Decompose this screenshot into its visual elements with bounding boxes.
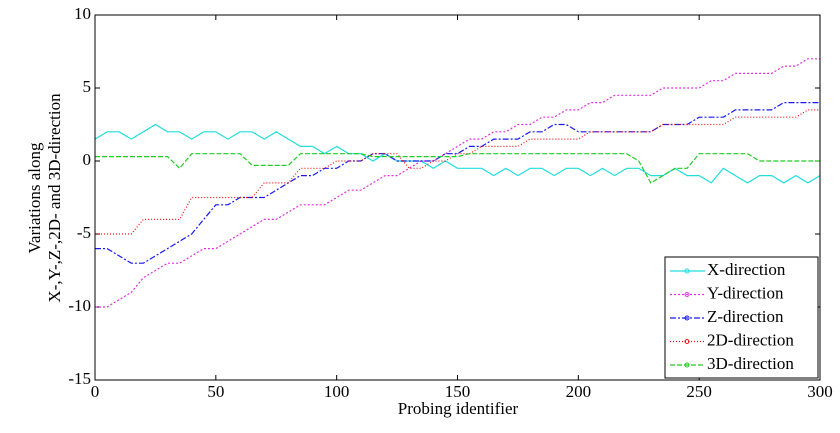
x-tick-label: 100	[324, 382, 350, 401]
y-tick-label: -15	[68, 369, 91, 388]
legend-marker	[684, 339, 690, 344]
y-tick-label: -10	[68, 296, 91, 315]
legend-marker	[684, 268, 690, 274]
series-line	[94, 123, 821, 184]
x-tick-label: 50	[207, 382, 224, 401]
x-tick-label: 200	[566, 382, 592, 401]
y-tick-label: 10	[74, 4, 91, 23]
legend-marker	[684, 315, 690, 321]
legend-marker	[684, 292, 690, 297]
legend-marker	[684, 362, 690, 368]
y-tick-label: 0	[83, 150, 92, 169]
y-tick-label: -5	[77, 223, 91, 242]
plot-frame	[94, 14, 821, 381]
series-line	[95, 153, 820, 184]
legend-label: X-direction	[707, 260, 786, 279]
legend-label: 3D-direction	[707, 354, 794, 373]
x-axis-label: Probing identifier	[398, 399, 519, 418]
series-line	[95, 102, 820, 264]
y-axis-label: X-,Y-,Z-,2D- and 3D-direction	[45, 93, 64, 303]
legend-label: Z-direction	[707, 307, 784, 326]
x-tick-label: 150	[445, 382, 471, 401]
x-tick-label: 300	[807, 382, 833, 401]
x-tick-label: 0	[91, 382, 100, 401]
y-tick-label: 5	[83, 77, 92, 96]
y-axis-label: Variations along	[25, 142, 44, 253]
series-line	[95, 109, 820, 235]
x-tick-label: 250	[686, 382, 712, 401]
legend-label: 2D-direction	[707, 330, 794, 349]
legend-label: Y-direction	[707, 283, 784, 302]
